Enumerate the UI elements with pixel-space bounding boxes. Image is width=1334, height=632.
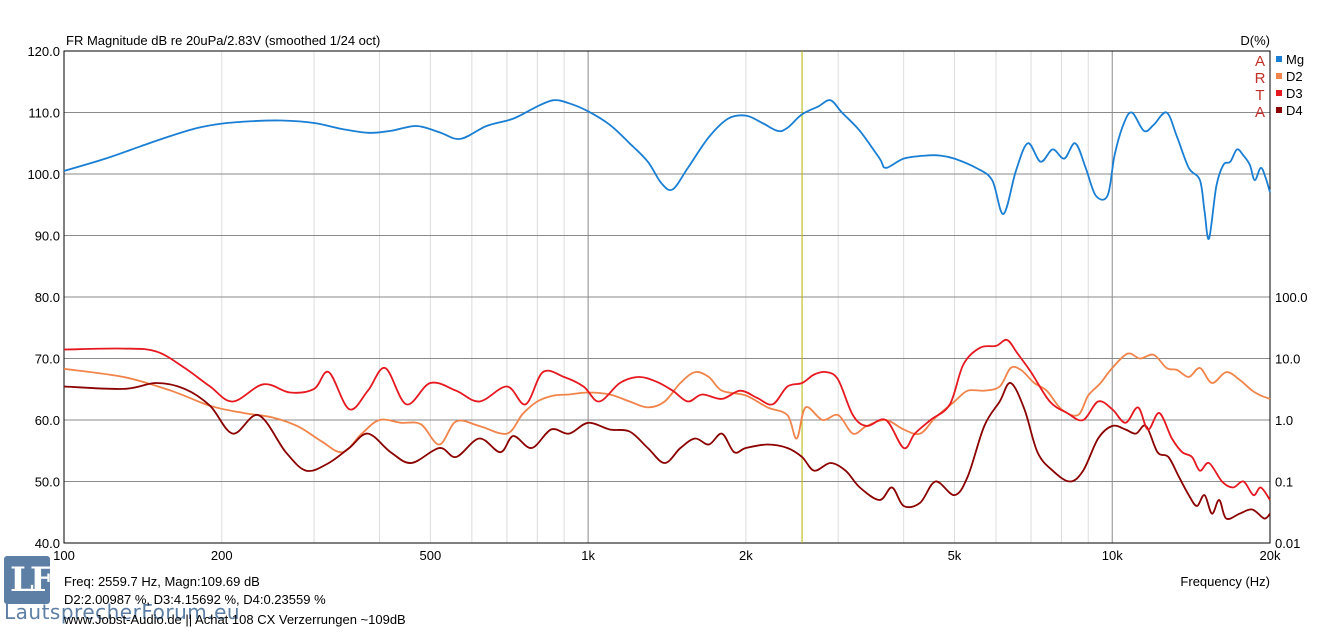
major-gridlines: [63, 50, 1270, 544]
tick-labels: 100 200 500 1k 2k 5k 10k 20k 40.0 50.0 60.0 70.0 80.…: [27, 44, 1307, 563]
legend-label-d3: D3: [1286, 86, 1303, 101]
x-tick-label: 100: [53, 548, 75, 563]
legend-label-d2: D2: [1286, 69, 1303, 84]
caption: www.Jobst-Audio.de || Achat 108 CX Verze…: [64, 612, 406, 627]
right-axis-title: D(%): [1240, 33, 1270, 48]
distortion-readout: D2:2.00987 %, D3:4.15692 %, D4:0.23559 %: [64, 592, 326, 607]
legend-swatch-d4: [1276, 107, 1282, 113]
legend-art-letter: A: [1255, 104, 1265, 121]
logo-letters: LF: [10, 560, 54, 600]
y-tick-label: 50.0: [35, 475, 60, 490]
x-tick-label: 200: [211, 548, 233, 563]
series-line-mg: [63, 99, 1271, 240]
x-tick-label: 500: [419, 548, 441, 563]
legend-label-mg: Mg: [1286, 52, 1304, 67]
chart-title: FR Magnitude dB re 20uPa/2.83V (smoothed…: [66, 33, 380, 48]
x-tick-label: 2k: [739, 548, 753, 563]
y2-tick-label: 10.0: [1275, 352, 1300, 367]
x-tick-label: 10k: [1102, 548, 1123, 563]
cursor-readout: Freq: 2559.7 Hz, Magn:109.69 dB: [64, 574, 260, 589]
legend-art-letter: A: [1255, 53, 1265, 70]
x-tick-label: 20k: [1260, 548, 1281, 563]
y2-tick-label: 0.1: [1275, 475, 1293, 490]
legend-swatch-d2: [1276, 73, 1282, 79]
legend-swatch-mg: [1276, 56, 1282, 62]
x-tick-label: 1k: [581, 548, 595, 563]
y-tick-label: 40.0: [35, 536, 60, 551]
y-tick-label: 70.0: [35, 352, 60, 367]
legend-art-letter: T: [1255, 87, 1264, 104]
y-tick-label: 80.0: [35, 290, 60, 305]
y2-tick-label: 0.01: [1275, 536, 1300, 551]
x-axis-label: Frequency (Hz): [1180, 574, 1270, 589]
site-logo: LF: [4, 556, 54, 604]
legend-label-d4: D4: [1286, 103, 1303, 118]
legend-swatch-d3: [1276, 90, 1282, 96]
plot-frame: [63, 50, 1271, 544]
legend-art-letter: R: [1255, 70, 1266, 87]
y-tick-label: 60.0: [35, 413, 60, 428]
x-tick-label: 5k: [948, 548, 962, 563]
site-name: LautsprecherForum.eu: [4, 600, 241, 624]
y-tick-label: 90.0: [35, 229, 60, 244]
y-tick-label: 110.0: [28, 106, 60, 121]
y2-tick-label: 100.0: [1275, 290, 1308, 305]
series-line-d2: [63, 352, 1271, 454]
series-layer: [63, 99, 1271, 520]
y-tick-label: 120.0: [27, 44, 60, 59]
y2-tick-label: 1.0: [1275, 413, 1293, 428]
series-line-d3: [63, 338, 1271, 501]
series-line-d4: [63, 382, 1271, 520]
y-tick-label: 100.0: [27, 167, 60, 182]
